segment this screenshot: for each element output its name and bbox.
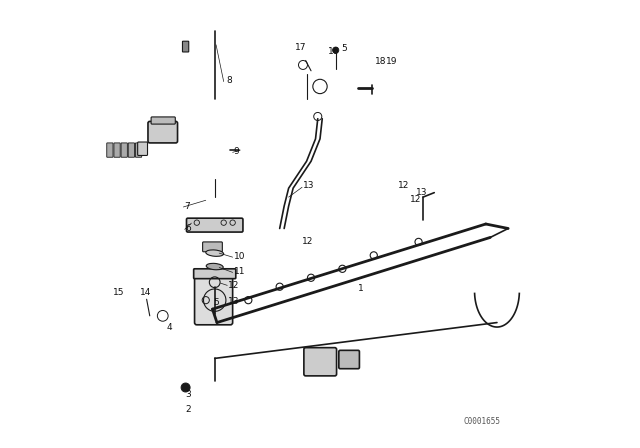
Text: 5: 5 — [213, 298, 219, 307]
FancyBboxPatch shape — [151, 117, 175, 124]
Text: 16: 16 — [328, 47, 340, 56]
FancyBboxPatch shape — [194, 269, 236, 279]
FancyBboxPatch shape — [114, 143, 120, 157]
FancyBboxPatch shape — [339, 350, 360, 369]
Text: 8: 8 — [226, 76, 232, 85]
Text: 19: 19 — [387, 57, 398, 66]
Text: 14: 14 — [140, 288, 151, 297]
FancyBboxPatch shape — [138, 142, 148, 155]
Text: 12: 12 — [228, 281, 239, 290]
Text: 7: 7 — [184, 202, 190, 211]
FancyBboxPatch shape — [136, 143, 141, 157]
Text: 18: 18 — [375, 57, 387, 66]
Text: 9: 9 — [234, 147, 239, 156]
FancyBboxPatch shape — [107, 143, 113, 157]
Text: 5: 5 — [342, 44, 348, 53]
FancyBboxPatch shape — [195, 276, 233, 325]
Text: 11: 11 — [234, 267, 246, 276]
Circle shape — [333, 47, 339, 53]
Text: 13: 13 — [228, 297, 239, 306]
FancyBboxPatch shape — [182, 41, 189, 52]
FancyBboxPatch shape — [128, 143, 134, 157]
FancyBboxPatch shape — [186, 218, 243, 232]
FancyBboxPatch shape — [121, 143, 127, 157]
Text: 1: 1 — [358, 284, 364, 293]
FancyBboxPatch shape — [203, 242, 222, 252]
Ellipse shape — [206, 263, 223, 270]
Text: C0001655: C0001655 — [463, 417, 500, 426]
Text: 12: 12 — [410, 195, 421, 204]
FancyBboxPatch shape — [148, 121, 177, 143]
Text: 10: 10 — [234, 252, 246, 261]
Text: 15: 15 — [113, 288, 124, 297]
Circle shape — [181, 383, 190, 392]
Text: 12: 12 — [302, 237, 314, 246]
Ellipse shape — [206, 250, 223, 256]
Text: 3: 3 — [185, 390, 191, 399]
Text: 4: 4 — [167, 323, 172, 332]
Text: 13: 13 — [417, 188, 428, 197]
Text: 12: 12 — [398, 181, 410, 190]
FancyBboxPatch shape — [304, 348, 337, 376]
Text: 2: 2 — [185, 405, 191, 414]
Text: 6: 6 — [186, 224, 191, 233]
Text: 13: 13 — [303, 181, 315, 190]
Text: 17: 17 — [296, 43, 307, 52]
